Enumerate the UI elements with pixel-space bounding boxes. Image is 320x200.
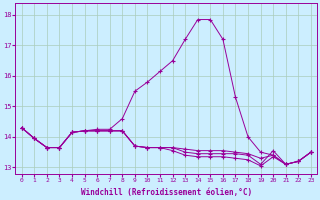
X-axis label: Windchill (Refroidissement éolien,°C): Windchill (Refroidissement éolien,°C) [81,188,252,197]
